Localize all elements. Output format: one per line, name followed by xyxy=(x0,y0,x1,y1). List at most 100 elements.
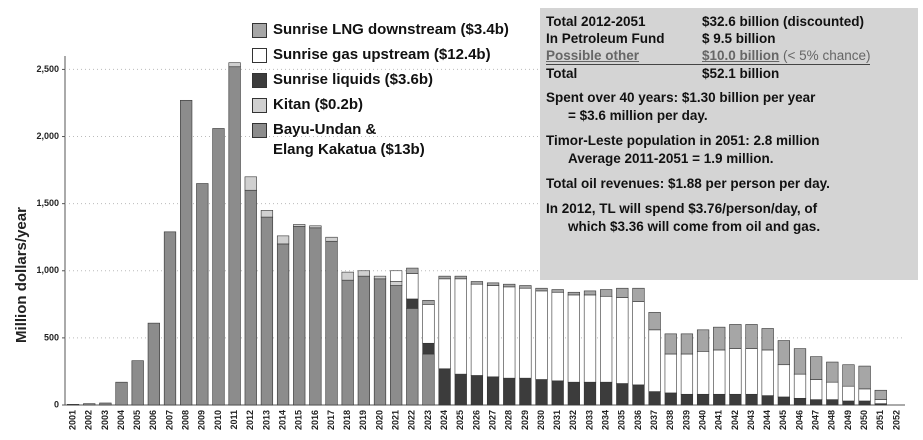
x-tick-label: 2050 xyxy=(859,410,869,430)
legend-item: Sunrise LNG downstream ($3.4b) xyxy=(252,20,509,40)
bar-segment xyxy=(648,391,661,406)
summary-value-text: $10.0 billion xyxy=(702,48,780,63)
legend-item: Kitan ($0.2b) xyxy=(252,95,509,115)
bar-segment xyxy=(470,375,484,406)
summary-label: Total 2012-2051 xyxy=(546,13,702,30)
bar-segment xyxy=(745,393,758,406)
bar-segment xyxy=(83,403,96,406)
x-tick-label: 2022 xyxy=(407,410,417,430)
bar-segment xyxy=(373,275,387,280)
bar-segment xyxy=(486,282,500,286)
bar-segment xyxy=(858,365,871,390)
bar-segment xyxy=(293,226,306,406)
legend-swatch xyxy=(252,98,267,113)
y-tick-label: 1,500 xyxy=(36,198,59,208)
x-tick-label: 2014 xyxy=(277,410,287,430)
summary-row: Total 2012-2051 $32.6 billion (discounted… xyxy=(546,13,870,30)
summary-box: Total 2012-2051 $32.6 billion (discounted… xyxy=(540,8,918,280)
bar-segment xyxy=(470,281,484,285)
x-tick-label: 2011 xyxy=(229,410,239,430)
y-tick-label: 500 xyxy=(44,332,59,342)
bar-segment xyxy=(196,183,209,406)
legend-item: Bayu-Undan & Elang Kakatua ($13b) xyxy=(252,120,509,160)
bar-segment xyxy=(777,340,790,366)
bar-segment xyxy=(713,326,726,351)
x-tick-label: 2031 xyxy=(552,410,562,430)
legend-swatch xyxy=(252,23,267,38)
bar-segment xyxy=(309,225,322,229)
bar-segment xyxy=(761,395,774,406)
summary-label: Total xyxy=(546,65,702,83)
bar-segment xyxy=(583,381,597,406)
summary-label: In Petroleum Fund xyxy=(546,30,702,47)
bar-segment xyxy=(616,383,629,406)
bar-segment xyxy=(519,287,532,379)
x-tick-label: 2024 xyxy=(439,410,449,430)
summary-value: $52.1 billion xyxy=(702,65,870,83)
summary-value: $ 9.5 billion xyxy=(702,30,870,47)
bar-segment xyxy=(632,287,645,302)
bar-segment xyxy=(745,348,758,395)
bar-segment xyxy=(147,322,160,406)
legend-swatch xyxy=(252,73,267,88)
bar-segment xyxy=(535,379,548,406)
summary-value: $32.6 billion (discounted) xyxy=(702,13,870,30)
bar-segment xyxy=(696,393,710,406)
bar-segment xyxy=(583,290,597,296)
bar-segment xyxy=(406,267,419,274)
bar-segment xyxy=(842,385,855,402)
x-tick-label: 2034 xyxy=(601,410,611,430)
legend-label: Bayu-Undan & Elang Kakatua ($13b) xyxy=(273,121,425,158)
x-tick-label: 2010 xyxy=(213,410,223,430)
bar-segment xyxy=(729,324,742,349)
bar-segment xyxy=(503,283,516,288)
bar-segment xyxy=(390,270,403,282)
y-tick-label: 2,000 xyxy=(36,131,59,141)
bar-segment xyxy=(826,399,839,406)
bar-segment xyxy=(648,312,661,331)
bar-segment xyxy=(632,384,645,406)
bar-segment xyxy=(422,304,435,344)
bar-segment xyxy=(583,294,597,383)
bar-segment xyxy=(713,349,726,395)
x-tick-label: 2046 xyxy=(794,410,804,430)
x-tick-label: 2051 xyxy=(875,410,885,430)
bar-segment xyxy=(422,342,435,355)
x-tick-label: 2029 xyxy=(520,410,530,430)
x-tick-label: 2043 xyxy=(746,410,756,430)
legend-label: Sunrise liquids ($3.6b) xyxy=(273,71,434,88)
bar-segment xyxy=(422,299,435,305)
bar-segment xyxy=(567,381,580,406)
bar-segment xyxy=(793,373,807,399)
x-tick-label: 2008 xyxy=(181,410,191,430)
y-tick-label: 0 xyxy=(54,399,59,409)
bar-segment xyxy=(406,308,419,406)
bar-segment xyxy=(390,281,403,286)
bar-segment xyxy=(276,235,290,245)
x-tick-label: 2007 xyxy=(164,410,174,430)
y-tick-label: 1,000 xyxy=(36,265,59,275)
summary-value-text: $ 9.5 billion xyxy=(702,31,776,46)
bar-segment xyxy=(438,275,451,280)
bar-segment xyxy=(616,297,629,384)
x-tick-label: 2035 xyxy=(617,410,627,430)
bar-segment xyxy=(777,396,790,406)
bar-segment xyxy=(632,301,645,386)
x-tick-label: 2045 xyxy=(778,410,788,430)
bar-segment xyxy=(745,324,758,349)
bar-segment xyxy=(858,400,871,406)
summary-label-text: Total 2012-2051 xyxy=(546,14,646,29)
bar-segment xyxy=(66,404,80,406)
x-tick-label: 2025 xyxy=(455,410,465,430)
bar-segment xyxy=(115,381,128,406)
x-tick-label: 2047 xyxy=(811,410,821,430)
x-tick-label: 2009 xyxy=(197,410,207,430)
bar-segment xyxy=(664,392,677,406)
legend: Sunrise LNG downstream ($3.4b) Sunrise ga… xyxy=(252,20,509,165)
summary-label-text: Total xyxy=(546,66,578,81)
bar-segment xyxy=(470,283,484,376)
bar-segment xyxy=(260,216,274,406)
bar-segment xyxy=(454,373,467,406)
bar-segment xyxy=(519,377,532,406)
